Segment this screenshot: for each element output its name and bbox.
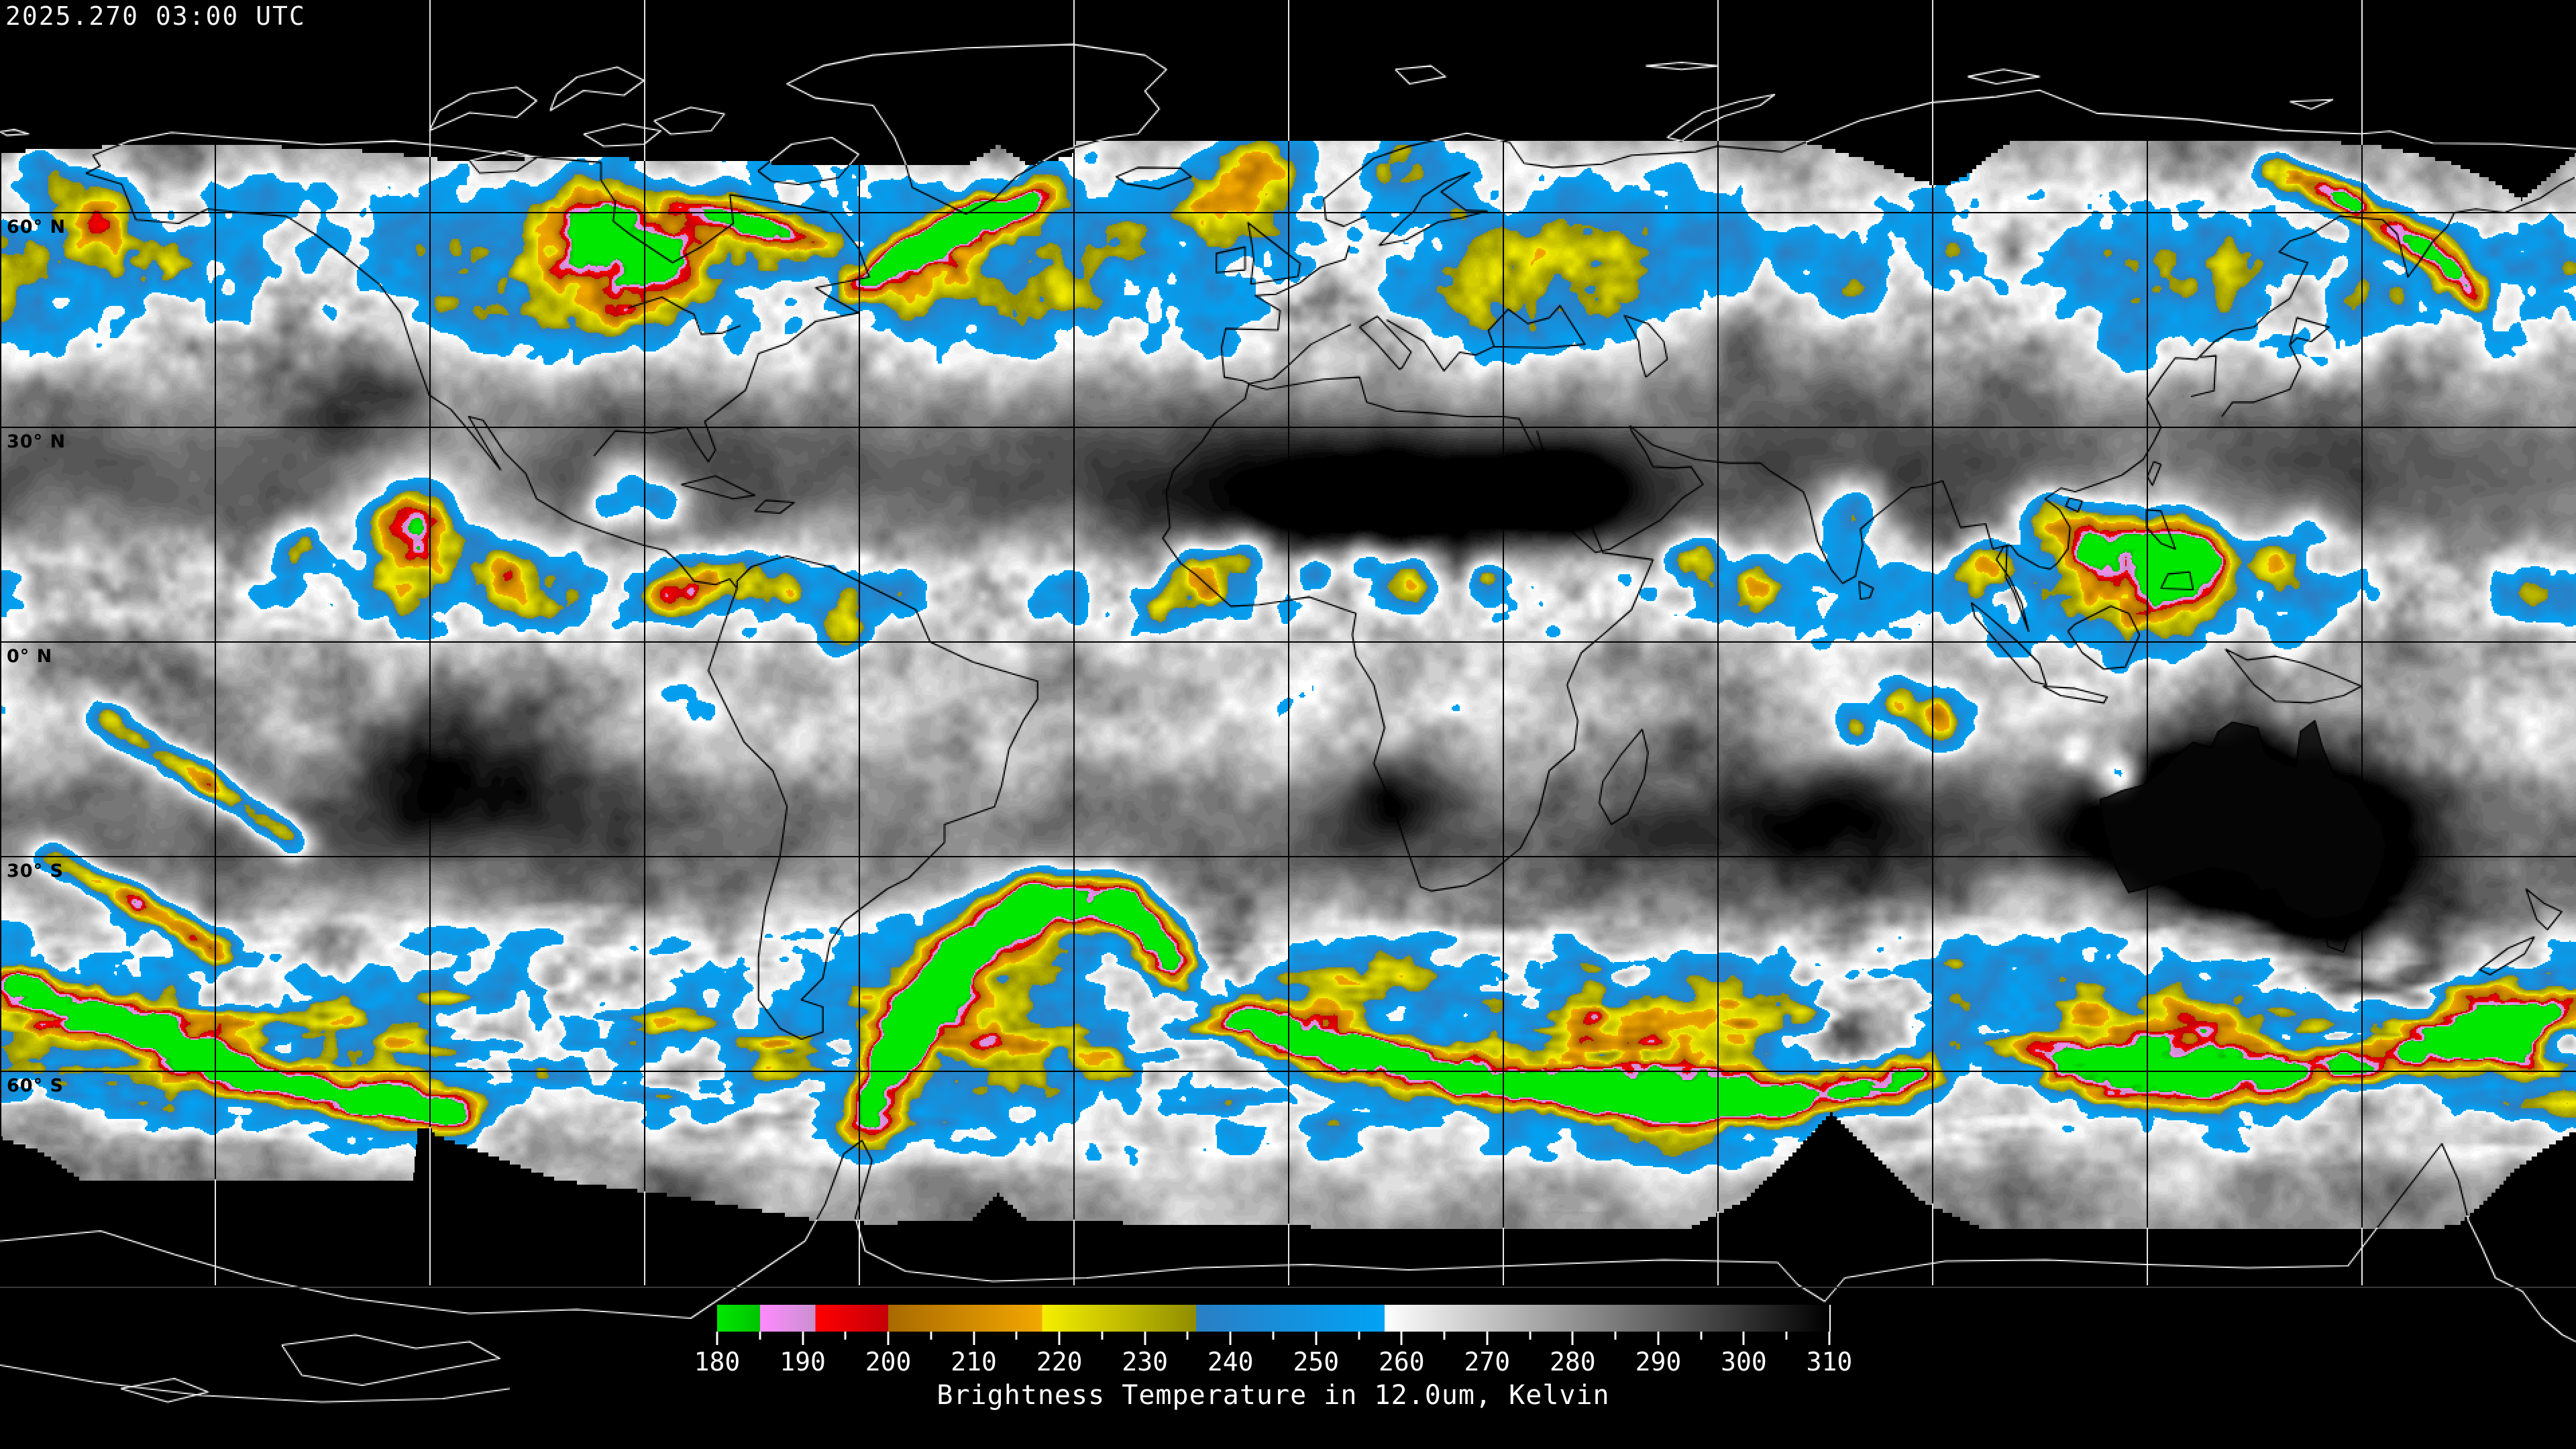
timestamp-label: 2025.270 03:00 UTC [5, 1, 306, 31]
colorbar-tick [759, 1332, 761, 1340]
lat-label: 60° N [7, 217, 66, 237]
lat-label: 30° S [7, 861, 64, 881]
colorbar-tick [887, 1332, 890, 1345]
colorbar-tick [1529, 1332, 1532, 1340]
colorbar-tick-label: 240 [1207, 1347, 1254, 1377]
colorbar-tick [1315, 1332, 1318, 1345]
colorbar-tick [973, 1332, 975, 1345]
colorbar-tick-label: 210 [951, 1347, 997, 1377]
colorbar-tick [1571, 1332, 1574, 1345]
colorbar-tick-label: 220 [1036, 1347, 1083, 1377]
colorbar-caption: Brightness Temperature in 12.0um, Kelvin [936, 1380, 1610, 1411]
colorbar-tick-label: 290 [1635, 1347, 1682, 1377]
lat-label: 60° S [7, 1075, 64, 1096]
colorbar-tick [1614, 1332, 1617, 1340]
colorbar-tick [1657, 1332, 1660, 1345]
colorbar-tick [1700, 1332, 1703, 1340]
colorbar-tick [1272, 1332, 1275, 1340]
colorbar-tick [844, 1332, 847, 1340]
colorbar-tick-label: 300 [1721, 1347, 1767, 1377]
colorbar-tick [1742, 1332, 1745, 1345]
colorbar-tick [1015, 1332, 1018, 1340]
colorbar-tick-label: 250 [1293, 1347, 1340, 1377]
colorbar-tick-label: 260 [1378, 1347, 1425, 1377]
colorbar-tick-label: 280 [1550, 1347, 1596, 1377]
colorbar-tick [1828, 1332, 1831, 1345]
colorbar-tick [1486, 1332, 1489, 1345]
lat-label: 30° N [7, 431, 66, 452]
colorbar-tick [1358, 1332, 1360, 1340]
colorbar-tick-label: 270 [1464, 1347, 1511, 1377]
colorbar-tick [1058, 1332, 1061, 1345]
colorbar-tick-label: 230 [1122, 1347, 1169, 1377]
colorbar-tick [930, 1332, 932, 1340]
colorbar-tick [1186, 1332, 1189, 1340]
colorbar-tick-label: 200 [865, 1347, 912, 1377]
lat-label: 0° N [7, 646, 53, 667]
colorbar-tick [1144, 1332, 1146, 1345]
map-bottom-divider [0, 1287, 2576, 1288]
colorbar-tick [802, 1332, 804, 1345]
colorbar-tick [716, 1332, 718, 1345]
colorbar-tick [1400, 1332, 1403, 1345]
colorbar-tick [1785, 1332, 1788, 1340]
colorbar-tick [1443, 1332, 1446, 1340]
colorbar-tick-label: 180 [694, 1347, 741, 1377]
colorbar-tick-label: 310 [1806, 1347, 1853, 1377]
colorbar-tick [1229, 1332, 1232, 1345]
colorbar-tick [1101, 1332, 1104, 1340]
colorbar: 180 190 200 210 220 230 240 250 260 270 280 290 300 3… [694, 1305, 1852, 1439]
colorbar-tick-label: 190 [780, 1347, 826, 1377]
colorbar-gradient [717, 1305, 1831, 1332]
